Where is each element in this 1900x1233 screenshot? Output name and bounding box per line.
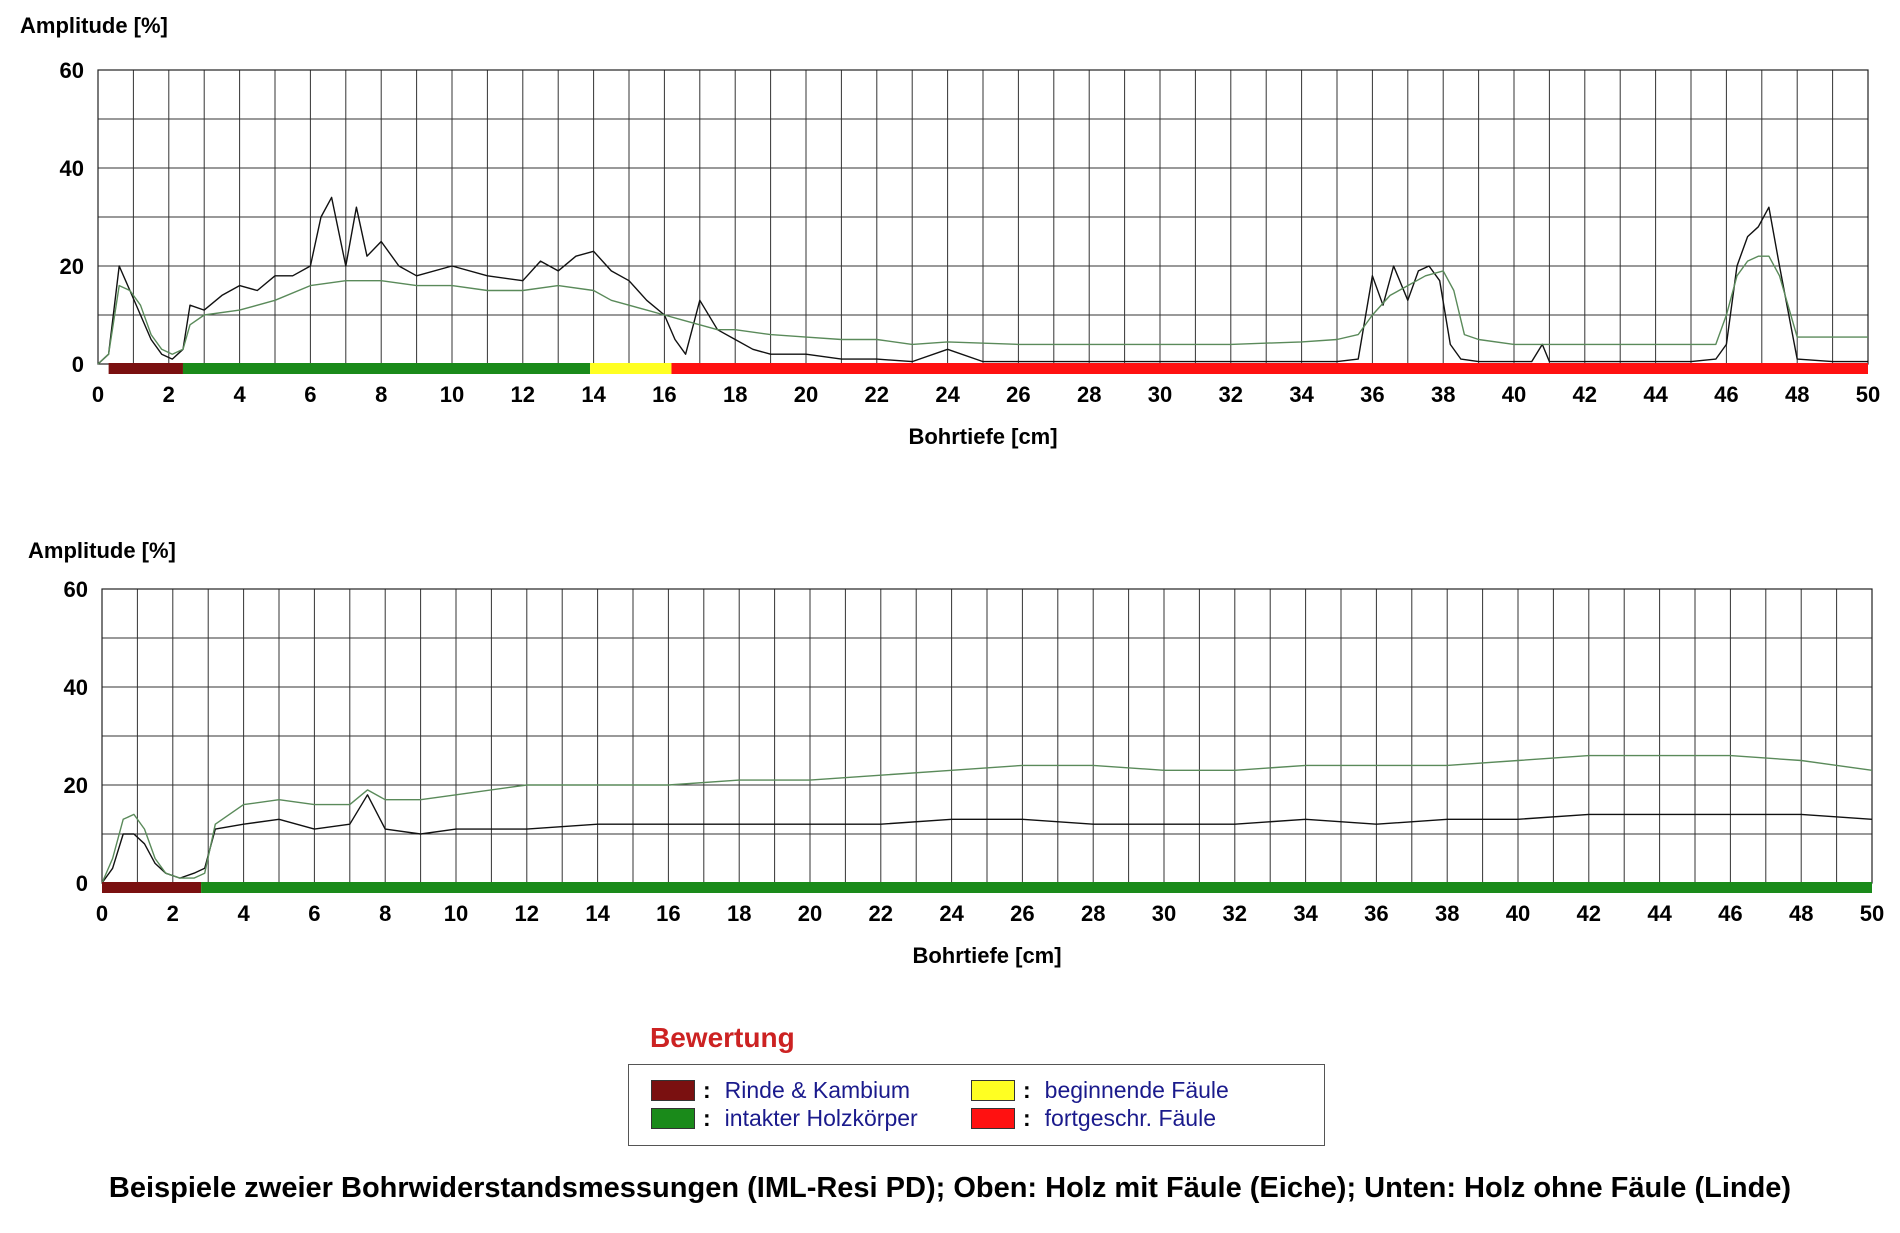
y-axis-label: Amplitude [%]: [28, 538, 176, 563]
x-tick-label: 38: [1431, 382, 1455, 407]
x-tick-label: 40: [1502, 382, 1526, 407]
x-tick-label: 30: [1152, 901, 1176, 926]
x-tick-label: 48: [1789, 901, 1813, 926]
x-tick-label: 42: [1577, 901, 1601, 926]
x-tick-label: 50: [1860, 901, 1884, 926]
legend-item-beginnend: : beginnende Fäule: [971, 1077, 1229, 1104]
x-tick-label: 36: [1364, 901, 1388, 926]
x-tick-label: 4: [233, 382, 246, 407]
x-tick-label: 0: [92, 382, 104, 407]
legend-swatch-intakt: [651, 1108, 695, 1129]
legend-swatch-beginnend: [971, 1080, 1015, 1101]
x-tick-label: 24: [939, 901, 964, 926]
y-tick-label: 60: [60, 58, 84, 83]
x-tick-label: 30: [1148, 382, 1172, 407]
x-tick-label: 8: [379, 901, 391, 926]
band-intakter-holzk-rper: [201, 882, 1872, 893]
band-beginnende-f-ule: [590, 363, 672, 374]
x-tick-label: 36: [1360, 382, 1384, 407]
x-tick-label: 26: [1010, 901, 1034, 926]
figure-caption: Beispiele zweier Bohrwiderstandsmessunge…: [108, 1172, 1792, 1204]
x-tick-label: 50: [1856, 382, 1880, 407]
x-tick-label: 4: [237, 901, 250, 926]
legend-item-fortgeschr: : fortgeschr. Fäule: [971, 1105, 1216, 1132]
x-tick-label: 46: [1714, 382, 1738, 407]
x-tick-label: 34: [1293, 901, 1318, 926]
y-tick-label: 0: [72, 352, 84, 377]
x-tick-label: 44: [1643, 382, 1668, 407]
legend-label-fortgeschr: fortgeschr. Fäule: [1044, 1105, 1216, 1131]
y-tick-label: 40: [60, 156, 84, 181]
x-tick-label: 26: [1006, 382, 1030, 407]
x-tick-label: 14: [585, 901, 610, 926]
legend-swatch-rinde: [651, 1080, 695, 1101]
series-line-1: [97, 196, 1868, 365]
x-tick-label: 18: [723, 382, 747, 407]
band-fortgeschr-f-ule: [671, 363, 1868, 374]
x-tick-label: 6: [304, 382, 316, 407]
x-tick-label: 12: [511, 382, 535, 407]
x-tick-label: 20: [794, 382, 818, 407]
legend-swatch-fortgeschr: [971, 1108, 1015, 1129]
x-tick-label: 46: [1718, 901, 1742, 926]
x-tick-label: 16: [656, 901, 680, 926]
x-tick-label: 34: [1289, 382, 1314, 407]
legend-item-intakt: : intakter Holzkörper: [651, 1105, 918, 1132]
x-axis-label: Bohrtiefe [cm]: [908, 424, 1057, 449]
x-tick-label: 22: [869, 901, 893, 926]
x-tick-label: 8: [375, 382, 387, 407]
x-tick-label: 2: [163, 382, 175, 407]
x-tick-label: 16: [652, 382, 676, 407]
x-tick-label: 18: [727, 901, 751, 926]
band-rinde-kambium: [102, 882, 202, 893]
x-tick-label: 28: [1081, 901, 1105, 926]
band-intakter-holzk-rper: [182, 363, 591, 374]
x-tick-label: 14: [581, 382, 606, 407]
x-tick-label: 20: [798, 901, 822, 926]
legend-label-rinde: Rinde & Kambium: [724, 1077, 911, 1103]
legend-item-rinde: : Rinde & Kambium: [651, 1077, 910, 1104]
legend-label-intakt: intakter Holzkörper: [724, 1105, 918, 1131]
x-tick-label: 48: [1785, 382, 1809, 407]
y-axis-label: Amplitude [%]: [20, 13, 168, 38]
x-tick-label: 10: [440, 382, 464, 407]
y-tick-label: 40: [64, 675, 88, 700]
legend-title: Bewertung: [650, 1022, 795, 1053]
x-tick-label: 32: [1219, 382, 1243, 407]
x-tick-label: 24: [935, 382, 960, 407]
x-tick-label: 6: [308, 901, 320, 926]
x-tick-label: 28: [1077, 382, 1101, 407]
y-tick-label: 20: [60, 254, 84, 279]
x-tick-label: 42: [1573, 382, 1597, 407]
x-axis-label: Bohrtiefe [cm]: [912, 943, 1061, 968]
band-rinde-kambium: [108, 363, 183, 374]
y-tick-label: 60: [64, 577, 88, 602]
x-tick-label: 32: [1223, 901, 1247, 926]
x-tick-label: 22: [865, 382, 889, 407]
x-tick-label: 10: [444, 901, 468, 926]
x-tick-label: 38: [1435, 901, 1459, 926]
y-tick-label: 0: [76, 871, 88, 896]
series-line-2: [101, 754, 1873, 884]
y-tick-label: 20: [64, 773, 88, 798]
x-tick-label: 40: [1506, 901, 1530, 926]
x-tick-label: 0: [96, 901, 108, 926]
series-line-2: [97, 255, 1868, 365]
x-tick-label: 12: [515, 901, 539, 926]
legend-label-beginnend: beginnende Fäule: [1044, 1077, 1229, 1103]
legend-box: : Rinde & Kambium : intakter Holzkörper …: [628, 1064, 1325, 1146]
x-tick-label: 2: [167, 901, 179, 926]
x-tick-label: 44: [1647, 901, 1672, 926]
